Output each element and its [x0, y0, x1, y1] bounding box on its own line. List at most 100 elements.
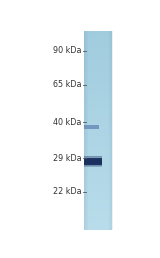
Bar	[84, 194, 112, 196]
Bar	[84, 126, 112, 128]
Bar	[111, 31, 112, 230]
Bar	[87, 31, 88, 230]
Bar	[84, 112, 112, 114]
Bar	[109, 31, 110, 230]
Bar	[84, 146, 112, 148]
Bar	[84, 189, 112, 192]
Bar	[84, 144, 112, 146]
Bar	[84, 58, 112, 61]
Bar	[84, 84, 112, 87]
Bar	[84, 158, 102, 159]
Bar	[84, 33, 112, 35]
Bar	[84, 35, 112, 37]
Bar	[84, 186, 112, 188]
Bar	[84, 225, 112, 228]
Bar	[84, 134, 112, 136]
Bar	[84, 74, 112, 77]
Bar	[84, 82, 112, 85]
Bar	[84, 54, 112, 57]
Bar	[84, 46, 112, 49]
Bar	[84, 30, 112, 33]
Bar	[84, 164, 102, 165]
Bar	[84, 88, 112, 91]
Bar	[84, 50, 112, 53]
Bar	[84, 52, 112, 55]
Bar	[84, 38, 112, 41]
Bar	[84, 64, 112, 67]
Bar	[84, 157, 102, 158]
Bar	[84, 161, 102, 162]
Bar	[84, 170, 112, 172]
Bar	[110, 31, 111, 230]
Bar	[84, 132, 112, 134]
Bar	[84, 106, 112, 108]
Bar	[84, 219, 112, 222]
Bar	[84, 201, 112, 204]
Bar	[84, 182, 112, 184]
Bar	[88, 31, 89, 230]
Bar	[84, 166, 102, 167]
Bar	[84, 162, 102, 163]
Bar	[84, 183, 112, 186]
Bar	[84, 76, 112, 79]
Bar	[84, 165, 102, 166]
Bar	[108, 31, 109, 230]
Bar	[84, 223, 112, 226]
Bar	[84, 162, 112, 164]
Bar	[84, 72, 112, 75]
Bar	[84, 178, 112, 180]
Bar	[86, 31, 87, 230]
Bar	[112, 31, 113, 230]
Bar	[84, 158, 102, 165]
Bar	[84, 57, 112, 59]
Bar	[84, 68, 112, 71]
Text: 65 kDa: 65 kDa	[53, 80, 81, 89]
Bar	[84, 70, 112, 73]
Text: 29 kDa: 29 kDa	[53, 154, 81, 163]
Bar	[84, 31, 85, 230]
Bar	[84, 98, 112, 101]
Bar	[84, 227, 112, 230]
Bar	[84, 80, 112, 83]
Bar	[84, 211, 112, 214]
Bar	[84, 90, 112, 93]
Bar	[84, 116, 112, 118]
Bar	[84, 188, 112, 190]
Bar	[84, 41, 112, 43]
Bar	[84, 159, 102, 160]
Bar	[84, 128, 112, 130]
Bar	[84, 152, 112, 154]
Bar	[84, 213, 112, 216]
Bar	[84, 136, 112, 138]
Bar	[84, 217, 112, 220]
Bar	[84, 104, 112, 107]
Bar	[84, 207, 112, 210]
Bar	[84, 102, 112, 104]
Bar	[84, 124, 112, 126]
Text: 22 kDa: 22 kDa	[53, 187, 81, 196]
Bar	[84, 196, 112, 198]
Bar	[84, 86, 112, 88]
Bar	[84, 114, 112, 116]
Bar	[84, 174, 112, 176]
Bar	[84, 154, 112, 156]
Bar	[84, 150, 112, 152]
Text: 40 kDa: 40 kDa	[53, 118, 81, 127]
Bar	[84, 215, 112, 218]
Bar	[84, 158, 112, 160]
Bar	[84, 44, 112, 47]
Bar	[84, 110, 112, 112]
Bar	[84, 130, 112, 132]
Bar	[84, 142, 112, 144]
Bar	[84, 66, 112, 69]
Bar	[84, 156, 102, 157]
Bar	[84, 203, 112, 206]
Bar	[84, 176, 112, 178]
Bar	[84, 138, 112, 140]
Bar	[84, 100, 112, 102]
Bar	[84, 172, 112, 174]
Bar	[84, 62, 112, 65]
Bar	[84, 168, 112, 170]
Bar	[85, 31, 86, 230]
Bar	[84, 96, 112, 99]
